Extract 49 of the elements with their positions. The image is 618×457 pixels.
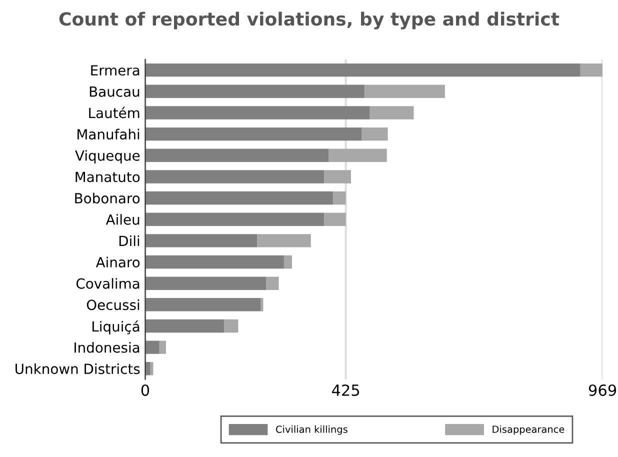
bar bbox=[145, 298, 261, 312]
bar bbox=[145, 255, 284, 269]
y-tick-label: Manufahi bbox=[78, 128, 140, 140]
bar bbox=[145, 84, 365, 98]
bar bbox=[328, 148, 387, 162]
y-tick-label: Ainaro bbox=[96, 256, 140, 268]
legend-label: Disappearance bbox=[492, 425, 564, 435]
bar bbox=[145, 191, 334, 205]
y-tick-label: Unknown Districts bbox=[16, 363, 140, 374]
chart-title: Count of reported violations, by type and district bbox=[59, 12, 560, 30]
bar bbox=[145, 276, 266, 290]
bar bbox=[145, 127, 362, 141]
bar bbox=[362, 127, 388, 141]
bar bbox=[145, 319, 224, 333]
legend-label: Civilian killings bbox=[276, 425, 348, 435]
x-tick-label: 425 bbox=[332, 384, 360, 396]
bar bbox=[145, 106, 370, 120]
bar bbox=[324, 212, 346, 226]
bar bbox=[284, 255, 292, 269]
x-tick-label: 969 bbox=[588, 384, 616, 396]
bar bbox=[145, 148, 329, 162]
bar bbox=[145, 212, 324, 226]
y-tick-label: Dili bbox=[119, 235, 140, 246]
y-tick-label: Bobonaro bbox=[75, 192, 140, 204]
y-tick-label: Viqueque bbox=[75, 150, 140, 164]
y-tick-label: Aileu bbox=[106, 214, 140, 225]
y-tick-label: Baucau bbox=[90, 86, 140, 97]
bar bbox=[145, 170, 324, 184]
bar bbox=[145, 234, 258, 248]
bar bbox=[333, 191, 346, 205]
bar bbox=[145, 63, 580, 77]
bar bbox=[580, 63, 603, 77]
y-tick-label: Covalima bbox=[76, 278, 140, 289]
bar bbox=[159, 340, 166, 354]
bar bbox=[145, 340, 160, 354]
bar bbox=[224, 319, 238, 333]
y-tick-label: Liquiçá bbox=[92, 320, 140, 334]
x-tick-label: 0 bbox=[141, 384, 150, 396]
y-tick-label: Lautém bbox=[89, 106, 140, 118]
bar bbox=[266, 276, 279, 290]
bar bbox=[257, 234, 311, 248]
bar bbox=[150, 362, 154, 376]
y-tick-label: Ermera bbox=[91, 65, 140, 76]
y-tick-label: Indonesia bbox=[74, 342, 140, 353]
y-tick-label: Manatuto bbox=[76, 172, 140, 182]
bar bbox=[364, 84, 445, 98]
bar bbox=[324, 170, 351, 184]
bar bbox=[370, 106, 414, 120]
y-tick-label: Oecussi bbox=[86, 299, 140, 310]
